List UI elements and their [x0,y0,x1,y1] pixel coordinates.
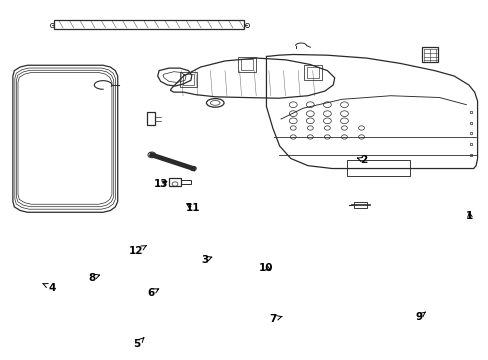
Text: 11: 11 [185,203,200,213]
Text: 10: 10 [259,263,273,273]
Text: 13: 13 [153,179,167,189]
Text: 8: 8 [88,273,100,283]
Text: 7: 7 [268,314,282,324]
Bar [182,74,194,85]
Bar [353,202,366,208]
Bar [422,47,437,62]
Bar [168,178,181,186]
Text: 12: 12 [129,246,146,256]
Bar [238,57,255,72]
Text: 6: 6 [147,288,159,298]
Bar [181,180,190,184]
Circle shape [148,152,156,158]
Bar [304,64,321,80]
Bar [241,59,252,70]
Bar [346,160,409,176]
Text: 4: 4 [42,283,56,293]
Bar [147,112,155,126]
Bar [306,67,318,78]
Text: 3: 3 [201,255,211,265]
Text: 9: 9 [415,312,425,322]
Text: 1: 1 [465,211,472,221]
Text: 2: 2 [357,155,367,165]
Bar [179,72,197,87]
Text: 5: 5 [133,338,143,349]
